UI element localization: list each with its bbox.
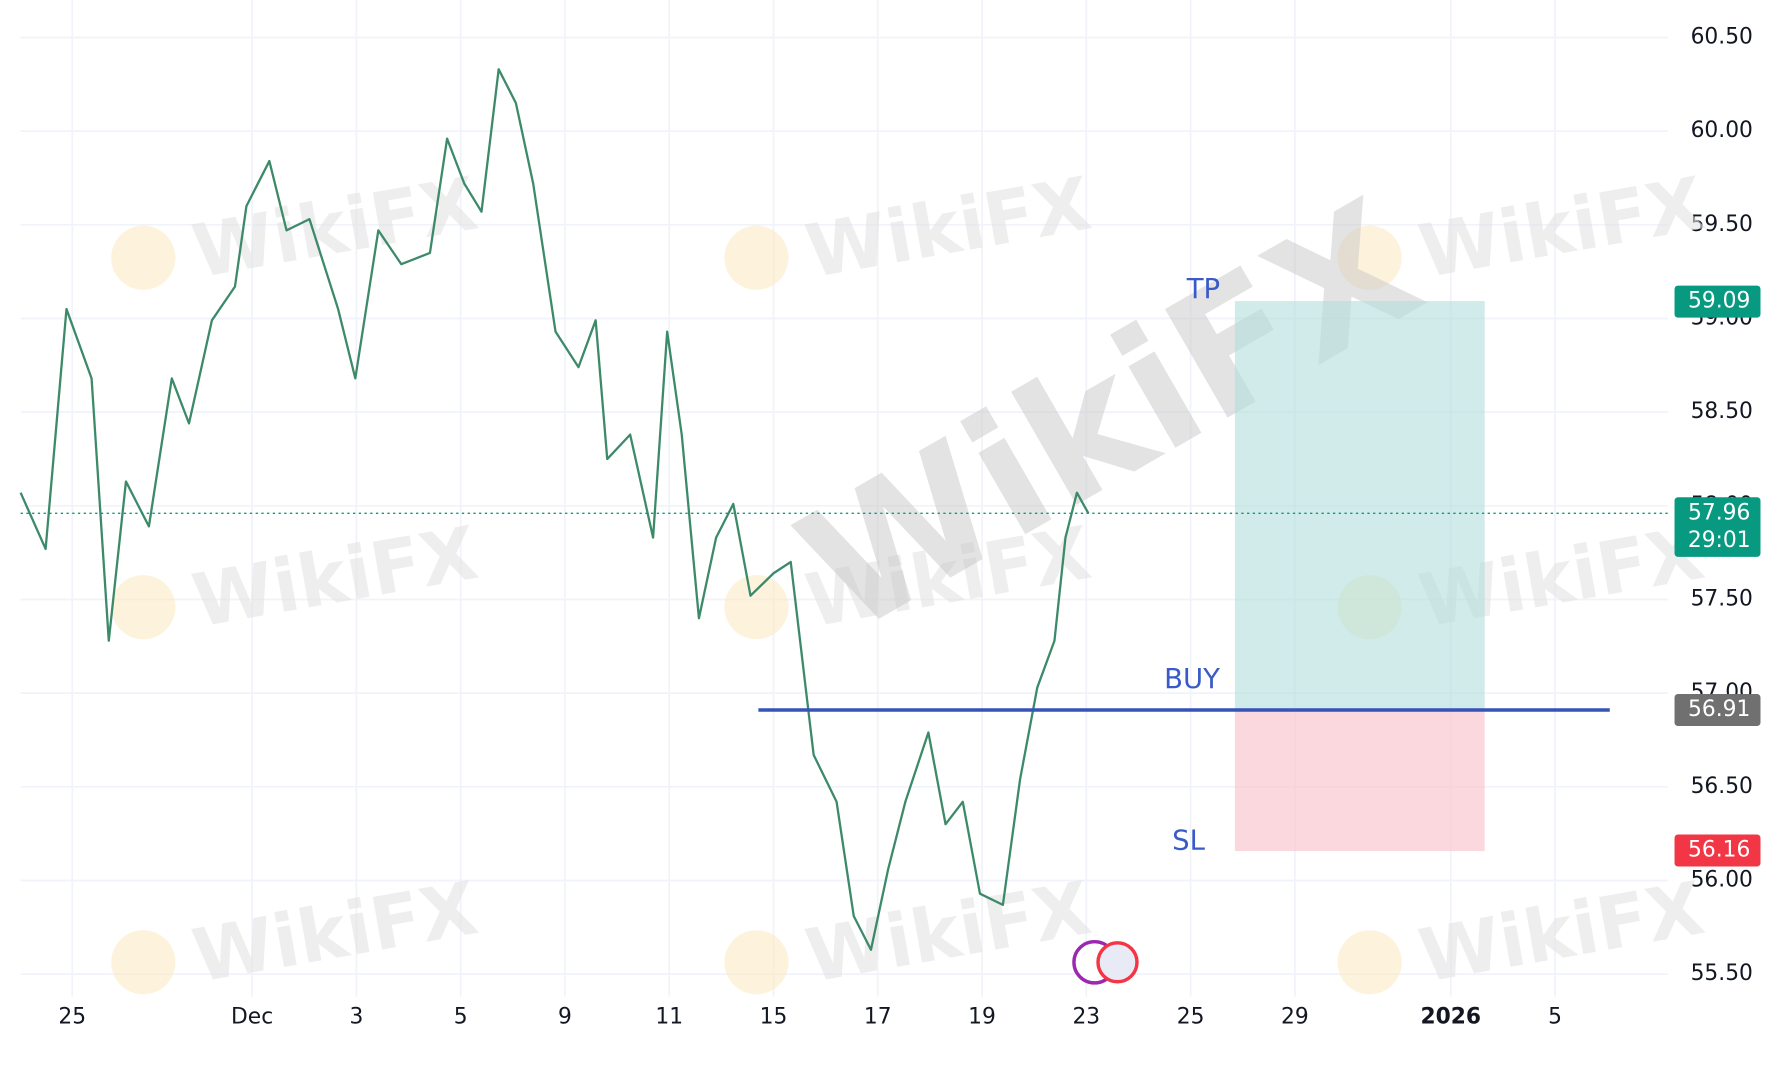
entry-tag: 56.91 (1688, 697, 1750, 722)
take-profit-zone (1234, 301, 1485, 711)
x-tick-label: 11 (655, 1004, 683, 1029)
sl-tag: 56.16 (1688, 838, 1750, 863)
tp-label: TP (1186, 273, 1220, 305)
x-tick-label: 25 (58, 1004, 86, 1029)
x-tick-label: 3 (349, 1004, 363, 1029)
x-tick-label: 19 (968, 1004, 996, 1029)
y-tick-label: 59.50 (1691, 212, 1753, 237)
price-line (19, 68, 1090, 951)
buy-label: BUY (1164, 663, 1220, 695)
last-price-tag: 57.96 (1688, 500, 1750, 525)
watermark-logo (724, 225, 789, 290)
sl-label: SL (1172, 824, 1205, 856)
watermark-logo (1337, 225, 1402, 290)
entry-tag-bg (1674, 693, 1761, 727)
y-tick-label: 60.50 (1691, 24, 1753, 49)
y-tick-label: 58.50 (1691, 399, 1753, 424)
y-tick-label: 56.50 (1691, 774, 1753, 799)
last-price-tag-bg (1674, 497, 1761, 557)
x-tick-label: 5 (454, 1004, 468, 1029)
watermark-logo (111, 225, 176, 290)
watermark-logo (111, 930, 176, 995)
x-tick-label: 23 (1072, 1004, 1100, 1029)
y-tick-label: 57.50 (1691, 586, 1753, 611)
x-tick-label: 2026 (1420, 1004, 1481, 1029)
stop-loss-zone (1234, 709, 1485, 852)
y-tick-label: 56.00 (1691, 867, 1753, 892)
y-tick-label: 55.50 (1691, 961, 1753, 986)
watermark-logo (724, 930, 789, 995)
watermark-logo (724, 575, 789, 640)
tp-tag: 59.09 (1688, 289, 1750, 314)
x-tick-label: Dec (231, 1004, 273, 1029)
sl-tag-bg (1674, 834, 1761, 867)
watermark-logo (1337, 930, 1402, 995)
x-tick-label: 25 (1177, 1004, 1205, 1029)
watermark-logo (111, 575, 176, 640)
y-tick-label: 60.00 (1691, 118, 1753, 143)
countdown: 29:01 (1688, 528, 1751, 553)
x-tick-label: 29 (1281, 1004, 1309, 1029)
x-tick-label: 17 (864, 1004, 892, 1029)
event-icon-flag (1096, 941, 1139, 984)
tp-tag-bg (1674, 285, 1761, 318)
x-tick-label: 9 (558, 1004, 572, 1029)
x-tick-label: 15 (760, 1004, 788, 1029)
x-tick-label: 5 (1548, 1004, 1562, 1029)
